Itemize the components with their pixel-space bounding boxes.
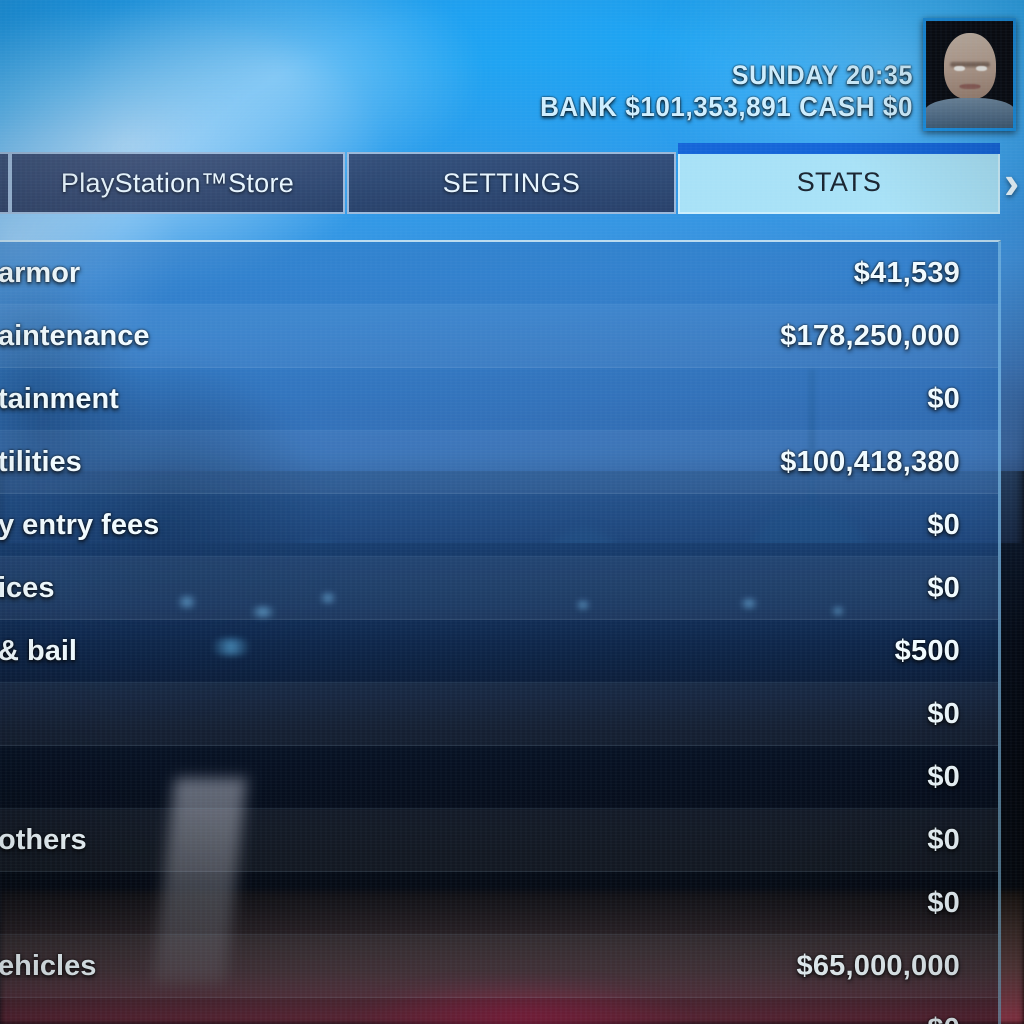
chevron-right-icon[interactable]: › [1004, 156, 1020, 208]
stats-row-value: $178,250,000 [780, 319, 960, 352]
stats-row[interactable]: tilities $100,418,380 [0, 431, 998, 494]
stats-row-value: $0 [927, 382, 960, 415]
stats-row-value: $0 [927, 508, 960, 541]
tab-previous-partial[interactable] [0, 152, 10, 214]
hud-money: BANK $101,353,891 CASH $0 [540, 91, 913, 123]
stats-row-value: $0 [927, 823, 960, 856]
avatar [923, 18, 1016, 131]
stats-row-label: aintenance [0, 319, 150, 352]
stats-row-list: armor $41,539 aintenance $178,250,000 tainme… [0, 242, 998, 1024]
avatar-eye-left [954, 66, 965, 71]
stats-row-label: tilities [0, 445, 82, 478]
stats-row[interactable]: armor $41,539 [0, 242, 998, 305]
stats-row[interactable]: y entry fees $0 [0, 494, 998, 557]
tab-stats[interactable]: STATS [678, 143, 1000, 214]
stats-row-value: $0 [927, 1013, 960, 1024]
stats-row-label: armor [0, 256, 81, 289]
avatar-mouth [959, 84, 980, 89]
stats-row-label: y entry fees [0, 508, 160, 541]
avatar-body [926, 98, 1013, 128]
avatar-brow [949, 62, 990, 67]
hud-header: SUNDAY 20:35 BANK $101,353,891 CASH $0 [512, 18, 1016, 131]
stats-panel: armor $41,539 aintenance $178,250,000 tainme… [0, 240, 1001, 1024]
stats-row-value: $65,000,000 [796, 949, 960, 982]
hud-text-block: SUNDAY 20:35 BANK $101,353,891 CASH $0 [512, 18, 913, 124]
stats-row-value: $0 [927, 571, 960, 604]
stats-row[interactable]: $0 [0, 998, 998, 1024]
tab-bar: PlayStation™Store SETTINGS STATS [0, 143, 1024, 216]
tab-playstation-store[interactable]: PlayStation™Store [10, 152, 345, 214]
stats-row-value: $100,418,380 [780, 445, 960, 478]
hud-day-time: SUNDAY 20:35 [731, 60, 913, 90]
stats-row-value: $0 [927, 886, 960, 919]
stats-row[interactable]: $0 [0, 746, 998, 809]
stats-row-value: $41,539 [853, 256, 960, 289]
stats-row-value: $500 [894, 634, 960, 667]
stats-row-value: $0 [927, 760, 960, 793]
stats-row-label: ices [0, 571, 55, 604]
tab-settings-label: SETTINGS [442, 167, 581, 198]
stats-row[interactable]: tainment $0 [0, 368, 998, 431]
stats-row[interactable]: $0 [0, 683, 998, 746]
stats-row-label: others [0, 823, 87, 856]
stats-row-value: $0 [927, 697, 960, 730]
stats-row[interactable]: ehicles $65,000,000 [0, 935, 998, 998]
stats-row[interactable]: $0 [0, 872, 998, 935]
stats-row[interactable]: aintenance $178,250,000 [0, 305, 998, 368]
stats-row[interactable]: others $0 [0, 809, 998, 872]
stats-row-label: ehicles [0, 949, 97, 982]
stats-row[interactable]: & bail $500 [0, 620, 998, 683]
tab-stats-label: STATS [796, 166, 882, 197]
stats-row-label: tainment [0, 382, 119, 415]
stats-row[interactable]: ices $0 [0, 557, 998, 620]
stats-row-label: & bail [0, 634, 77, 667]
tab-playstation-store-label: PlayStation™Store [60, 167, 295, 198]
avatar-eye-right [976, 66, 987, 71]
tab-settings[interactable]: SETTINGS [347, 152, 676, 214]
